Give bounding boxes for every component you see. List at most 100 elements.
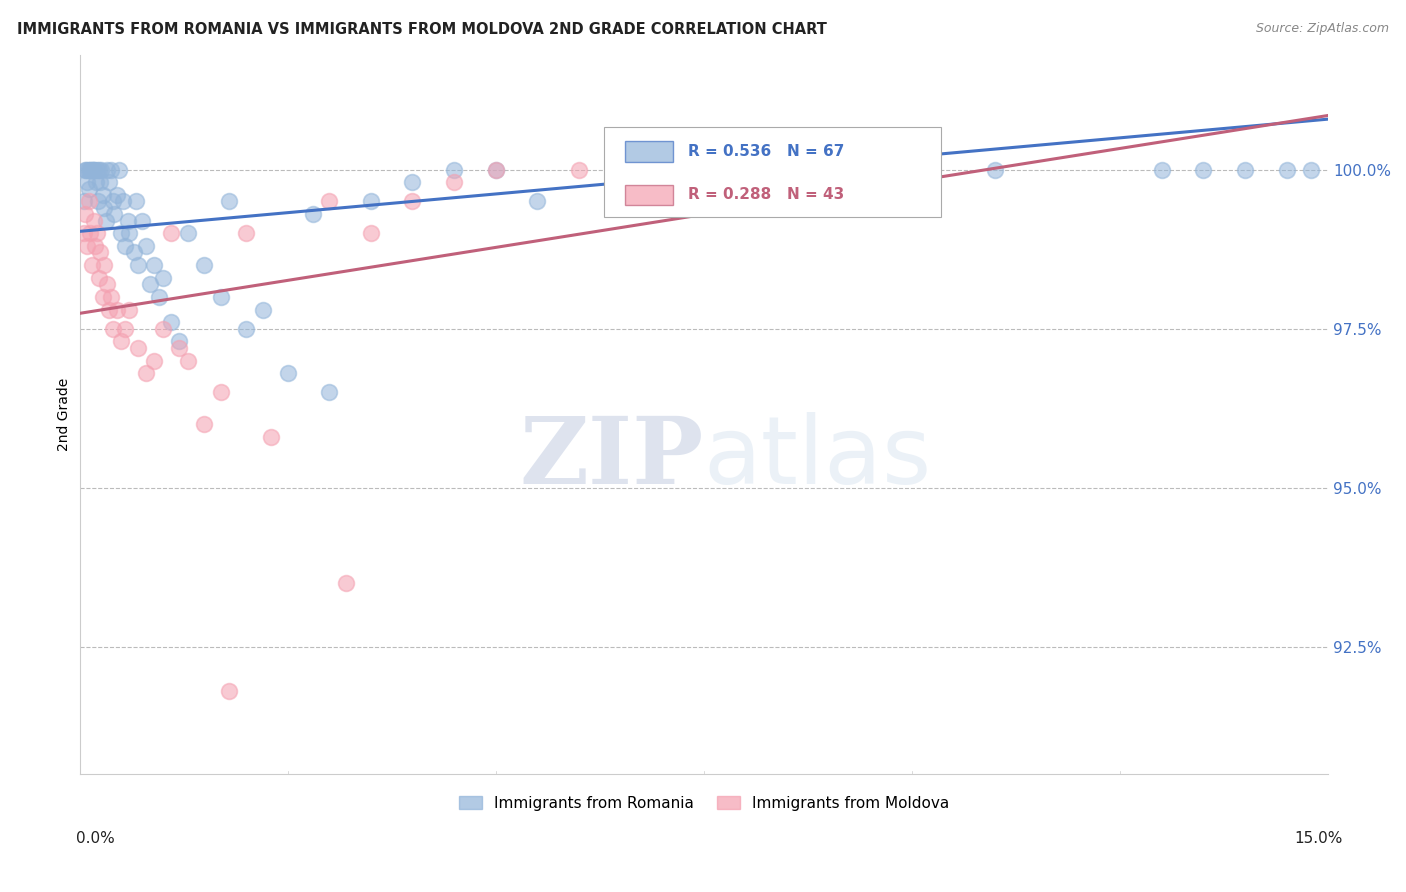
Point <box>148 290 170 304</box>
Point <box>77 194 100 209</box>
Point <box>526 194 548 209</box>
Point <box>177 353 200 368</box>
Point <box>80 258 103 272</box>
Text: R = 0.288   N = 43: R = 0.288 N = 43 <box>688 187 844 202</box>
Point <box>485 162 508 177</box>
Point <box>100 162 122 177</box>
Point <box>110 334 132 349</box>
Point <box>89 175 111 189</box>
Legend: Immigrants from Romania, Immigrants from Moldova: Immigrants from Romania, Immigrants from… <box>453 789 955 817</box>
Point <box>443 175 465 189</box>
Point <box>117 213 139 227</box>
Point <box>160 227 183 241</box>
Point <box>93 258 115 272</box>
Point <box>86 162 108 177</box>
Point <box>76 175 98 189</box>
Point <box>73 227 96 241</box>
Point <box>87 194 110 209</box>
Point <box>301 207 323 221</box>
Point <box>103 207 125 221</box>
Point <box>817 162 839 177</box>
FancyBboxPatch shape <box>605 127 941 217</box>
Point <box>83 162 105 177</box>
Point <box>169 341 191 355</box>
Point <box>80 162 103 177</box>
Point <box>82 162 104 177</box>
Point <box>87 162 110 177</box>
Point <box>94 213 117 227</box>
Point <box>105 302 128 317</box>
Point <box>83 162 105 177</box>
Point <box>97 302 120 317</box>
Point <box>859 162 882 177</box>
Point <box>97 175 120 189</box>
Point <box>160 315 183 329</box>
Point <box>75 207 97 221</box>
Point <box>209 385 232 400</box>
Point <box>79 162 101 177</box>
Point <box>84 175 107 189</box>
Point <box>101 322 124 336</box>
Point <box>984 162 1007 177</box>
Point <box>1301 162 1323 177</box>
Point <box>135 366 157 380</box>
Point <box>1233 162 1256 177</box>
Point <box>101 194 124 209</box>
Point <box>235 322 257 336</box>
Point <box>360 227 382 241</box>
Point <box>114 322 136 336</box>
Point <box>485 162 508 177</box>
Point <box>79 162 101 177</box>
Point <box>118 227 141 241</box>
Point <box>218 684 240 698</box>
Point <box>114 239 136 253</box>
Text: R = 0.536   N = 67: R = 0.536 N = 67 <box>688 144 844 159</box>
Point <box>125 194 148 209</box>
Text: 0.0%: 0.0% <box>76 831 115 846</box>
Point <box>609 162 631 177</box>
Point <box>83 213 105 227</box>
Point <box>318 194 340 209</box>
Text: ZIP: ZIP <box>520 413 704 503</box>
Point <box>260 430 283 444</box>
Point <box>86 227 108 241</box>
Point <box>401 194 423 209</box>
Point <box>318 385 340 400</box>
Point <box>360 194 382 209</box>
Point <box>89 245 111 260</box>
Point <box>209 290 232 304</box>
Point <box>105 188 128 202</box>
Point <box>100 290 122 304</box>
Point <box>139 277 162 292</box>
Text: IMMIGRANTS FROM ROMANIA VS IMMIGRANTS FROM MOLDOVA 2ND GRADE CORRELATION CHART: IMMIGRANTS FROM ROMANIA VS IMMIGRANTS FR… <box>17 22 827 37</box>
Point <box>108 162 131 177</box>
Point <box>218 194 240 209</box>
Point <box>177 227 200 241</box>
Y-axis label: 2nd Grade: 2nd Grade <box>58 378 72 451</box>
Point <box>118 302 141 317</box>
Point <box>152 322 174 336</box>
Point <box>143 353 166 368</box>
Point <box>235 227 257 241</box>
Point <box>76 162 98 177</box>
Point <box>1275 162 1298 177</box>
Point <box>96 162 118 177</box>
Text: 15.0%: 15.0% <box>1295 831 1343 846</box>
Point <box>401 175 423 189</box>
Point <box>135 239 157 253</box>
Point <box>443 162 465 177</box>
Point <box>90 162 112 177</box>
Point <box>76 239 98 253</box>
Point <box>1150 162 1173 177</box>
Point <box>131 213 153 227</box>
Point <box>143 258 166 272</box>
Point <box>77 182 100 196</box>
Point <box>693 162 716 177</box>
Point <box>73 194 96 209</box>
Point <box>1192 162 1215 177</box>
Point <box>651 162 673 177</box>
Point <box>252 302 274 317</box>
Point <box>193 258 215 272</box>
Point <box>169 334 191 349</box>
Point <box>335 576 357 591</box>
